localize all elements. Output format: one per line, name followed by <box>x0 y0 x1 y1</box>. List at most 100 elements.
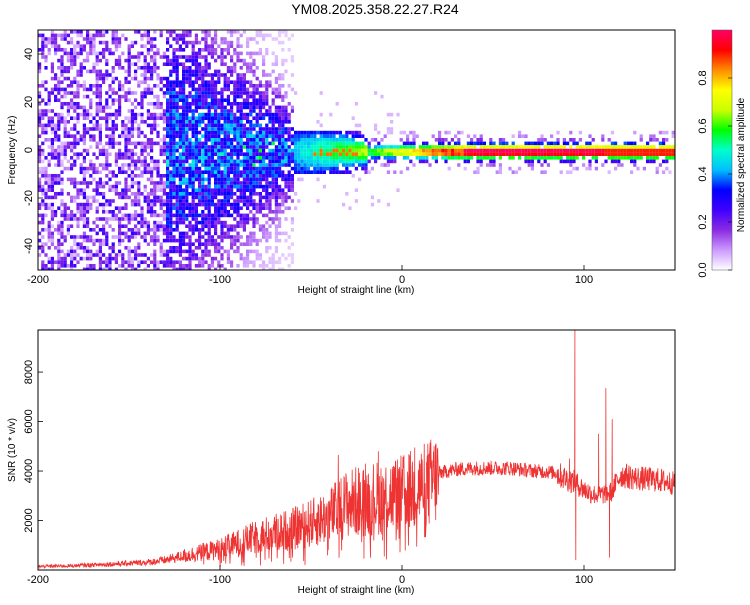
spectrogram-cell <box>268 206 272 210</box>
spectrogram-cell <box>143 260 147 264</box>
spectrogram-cell <box>255 177 259 182</box>
spectrogram-cell <box>233 48 237 52</box>
spectrogram-cell <box>230 159 234 164</box>
spectrogram-cell <box>262 102 266 106</box>
spectrogram-cell <box>223 130 227 135</box>
spectrogram-cell <box>182 206 186 210</box>
spectrogram-cell <box>188 145 192 149</box>
spectrogram-cell <box>252 87 256 92</box>
spectrogram-cell <box>114 127 118 131</box>
spectrogram-cell <box>463 148 467 153</box>
spectrogram-cell <box>153 235 157 239</box>
spectrogram-cell <box>338 148 342 153</box>
spectrogram-cell <box>82 177 86 182</box>
spectrogram-cell <box>63 238 67 243</box>
spectrogram-cell <box>300 170 304 174</box>
spectrogram-cell <box>329 170 333 174</box>
spectrogram-cell <box>98 148 102 153</box>
spectrogram-cell <box>150 177 154 182</box>
spectrogram-cell <box>223 98 227 102</box>
spectrogram-cell <box>182 145 186 149</box>
spectrogram-cell <box>73 30 77 34</box>
spectrogram-cell <box>665 148 669 153</box>
spectrogram-cell <box>172 116 176 120</box>
spectrogram-cell <box>191 228 195 232</box>
spectrogram-cell <box>252 51 256 56</box>
spectrogram-x-tick-label: 100 <box>575 274 593 286</box>
spectrogram-cell <box>185 267 189 270</box>
spectrogram-cell <box>105 242 109 246</box>
spectrogram-cell <box>166 130 170 135</box>
spectrogram-cell <box>156 264 160 268</box>
spectrogram-cell <box>143 267 147 270</box>
spectrogram-cell <box>159 177 163 182</box>
spectrogram-cell <box>127 80 131 84</box>
spectrogram-cell <box>271 256 275 261</box>
spectrogram-cell <box>463 156 467 160</box>
spectrogram-cell <box>166 220 170 225</box>
spectrogram-cell <box>473 152 477 156</box>
spectrogram-cell <box>108 105 112 110</box>
spectrogram-cell <box>114 206 118 210</box>
spectrogram-cell <box>98 84 102 88</box>
spectrogram-cell <box>278 238 282 243</box>
spectrogram-cell <box>143 253 147 257</box>
spectrogram-cell <box>63 51 67 56</box>
spectrogram-cell <box>82 58 86 63</box>
spectrogram-cell <box>159 220 163 225</box>
spectrogram-cell <box>207 242 211 246</box>
spectrogram-cell <box>57 192 61 196</box>
spectrogram-cell <box>76 242 80 246</box>
spectrogram-cell <box>610 145 614 149</box>
spectrogram-cell <box>546 141 550 146</box>
spectrogram-cell <box>162 127 166 131</box>
spectrogram-cell <box>220 235 224 239</box>
spectrogram-cell <box>54 98 58 102</box>
spectrogram-cell <box>271 267 275 270</box>
spectrogram-cell <box>175 195 179 200</box>
spectrogram-cell <box>146 116 150 120</box>
spectrogram-cell <box>418 152 422 156</box>
spectrogram-cell <box>441 141 445 146</box>
spectrogram-cell <box>217 246 221 250</box>
spectrogram-cell <box>60 159 64 164</box>
spectrogram-cell <box>380 148 384 153</box>
spectrogram-cell <box>402 141 406 146</box>
spectrogram-cell <box>63 235 67 239</box>
spectrogram-cell <box>562 159 566 164</box>
spectrogram-cell <box>492 145 496 149</box>
spectrogram-cell <box>153 210 157 214</box>
spectrogram-cell <box>185 116 189 120</box>
spectrogram-cell <box>38 134 42 138</box>
spectrogram-cell <box>319 134 323 138</box>
spectrogram-cell <box>252 73 256 77</box>
spectrogram-cell <box>41 188 45 192</box>
spectrogram-cell <box>233 249 237 254</box>
spectrogram-cell <box>137 58 141 63</box>
spectrogram-cell <box>169 69 173 74</box>
spectrogram-cell <box>438 141 442 146</box>
spectrogram-cell <box>47 145 51 149</box>
spectrogram-cell <box>223 166 227 171</box>
spectrogram-cell <box>489 159 493 164</box>
spectrogram-cell <box>140 159 144 164</box>
spectrogram-x-tick-label: 0 <box>399 274 405 286</box>
spectrogram-cell <box>274 55 278 59</box>
spectrogram-cell <box>252 102 256 106</box>
spectrogram-cell <box>38 148 42 153</box>
spectrogram-cell <box>268 116 272 120</box>
spectrogram-cell <box>207 87 211 92</box>
spectrogram-cell <box>79 210 83 214</box>
spectrogram-cell <box>143 220 147 225</box>
spectrogram-cell <box>342 145 346 149</box>
spectrogram-cell <box>66 264 70 268</box>
spectrogram-cell <box>73 163 77 167</box>
spectrogram-cell <box>146 242 150 246</box>
spectrogram-cell <box>130 163 134 167</box>
spectrogram-cell <box>130 181 134 185</box>
spectrogram-cell <box>41 220 45 225</box>
spectrogram-cell <box>108 48 112 52</box>
spectrogram-cell <box>447 166 451 171</box>
spectrogram-cell <box>249 112 253 117</box>
spectrogram-cell <box>50 242 54 246</box>
